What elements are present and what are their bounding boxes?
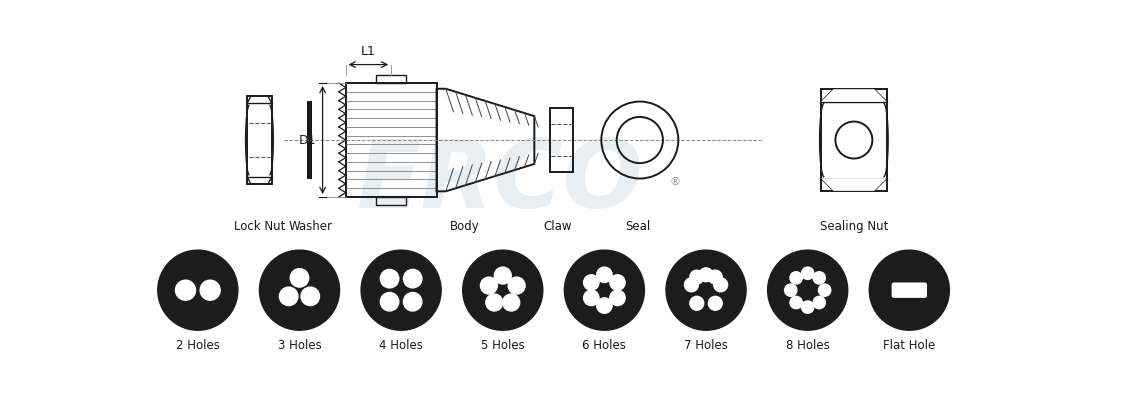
Circle shape bbox=[790, 296, 802, 309]
Ellipse shape bbox=[463, 250, 543, 330]
Text: Flat Hole: Flat Hole bbox=[883, 339, 936, 353]
Circle shape bbox=[818, 284, 831, 296]
Ellipse shape bbox=[361, 250, 442, 330]
Circle shape bbox=[503, 294, 519, 311]
Bar bbox=[377, 75, 406, 83]
Circle shape bbox=[790, 272, 802, 284]
Circle shape bbox=[486, 294, 503, 311]
Bar bbox=[346, 83, 437, 197]
Circle shape bbox=[690, 270, 704, 284]
Ellipse shape bbox=[259, 250, 340, 330]
Circle shape bbox=[404, 270, 422, 288]
Circle shape bbox=[785, 284, 796, 296]
Circle shape bbox=[301, 287, 319, 306]
Bar bbox=[248, 96, 272, 184]
Circle shape bbox=[709, 270, 722, 284]
Circle shape bbox=[709, 296, 722, 310]
Text: 7 Holes: 7 Holes bbox=[685, 339, 728, 353]
Circle shape bbox=[814, 296, 825, 309]
Circle shape bbox=[714, 278, 728, 292]
Polygon shape bbox=[822, 179, 887, 191]
Text: Seal: Seal bbox=[625, 220, 650, 233]
Circle shape bbox=[597, 298, 612, 313]
Text: Sealing Nut: Sealing Nut bbox=[819, 220, 888, 233]
FancyBboxPatch shape bbox=[891, 283, 926, 298]
Circle shape bbox=[380, 270, 399, 288]
Text: Claw: Claw bbox=[543, 220, 572, 233]
Circle shape bbox=[176, 280, 195, 300]
Circle shape bbox=[404, 293, 422, 311]
Text: L1: L1 bbox=[361, 45, 375, 58]
Ellipse shape bbox=[565, 250, 645, 330]
Circle shape bbox=[814, 272, 825, 284]
Text: 2 Holes: 2 Holes bbox=[176, 339, 220, 353]
Circle shape bbox=[685, 278, 698, 292]
Circle shape bbox=[290, 269, 309, 287]
Circle shape bbox=[597, 267, 612, 283]
Text: Lock Nut: Lock Nut bbox=[234, 220, 285, 233]
Text: D1: D1 bbox=[299, 133, 316, 146]
Ellipse shape bbox=[666, 250, 746, 330]
Text: 5 Holes: 5 Holes bbox=[480, 339, 525, 353]
Text: 3 Holes: 3 Holes bbox=[277, 339, 322, 353]
Text: 6 Holes: 6 Holes bbox=[582, 339, 626, 353]
Circle shape bbox=[801, 267, 814, 279]
Text: Washer: Washer bbox=[289, 220, 333, 233]
Circle shape bbox=[508, 277, 525, 294]
Text: Body: Body bbox=[451, 220, 480, 233]
Text: ®: ® bbox=[669, 177, 680, 187]
Circle shape bbox=[280, 287, 298, 306]
Circle shape bbox=[609, 275, 625, 290]
Ellipse shape bbox=[768, 250, 848, 330]
Bar bbox=[822, 89, 887, 191]
Circle shape bbox=[200, 280, 220, 300]
Polygon shape bbox=[822, 89, 887, 102]
Text: ERCO: ERCO bbox=[356, 137, 644, 228]
Circle shape bbox=[494, 267, 511, 284]
Ellipse shape bbox=[157, 250, 237, 330]
Circle shape bbox=[801, 301, 814, 313]
Circle shape bbox=[583, 275, 599, 290]
Circle shape bbox=[480, 277, 497, 294]
Bar bbox=[307, 101, 313, 179]
Circle shape bbox=[583, 290, 599, 306]
Circle shape bbox=[380, 293, 399, 311]
Circle shape bbox=[699, 268, 713, 282]
Ellipse shape bbox=[869, 250, 949, 330]
Circle shape bbox=[690, 296, 704, 310]
Text: 8 Holes: 8 Holes bbox=[786, 339, 830, 353]
Text: 4 Holes: 4 Holes bbox=[379, 339, 423, 353]
Bar bbox=[550, 108, 573, 172]
Circle shape bbox=[609, 290, 625, 306]
Bar bbox=[377, 197, 406, 205]
